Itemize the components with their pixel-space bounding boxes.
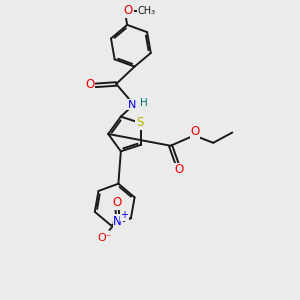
Text: +: + [120,210,128,220]
Text: CH₃: CH₃ [138,6,156,16]
Text: O: O [85,78,94,91]
Text: N: N [128,100,136,110]
Text: O⁻: O⁻ [98,233,112,243]
Text: O: O [124,4,133,17]
Text: N: N [113,214,122,228]
Text: S: S [136,116,143,130]
Text: H: H [140,98,147,108]
Text: O: O [175,164,184,176]
Text: O: O [190,125,200,138]
Text: O: O [112,196,121,209]
